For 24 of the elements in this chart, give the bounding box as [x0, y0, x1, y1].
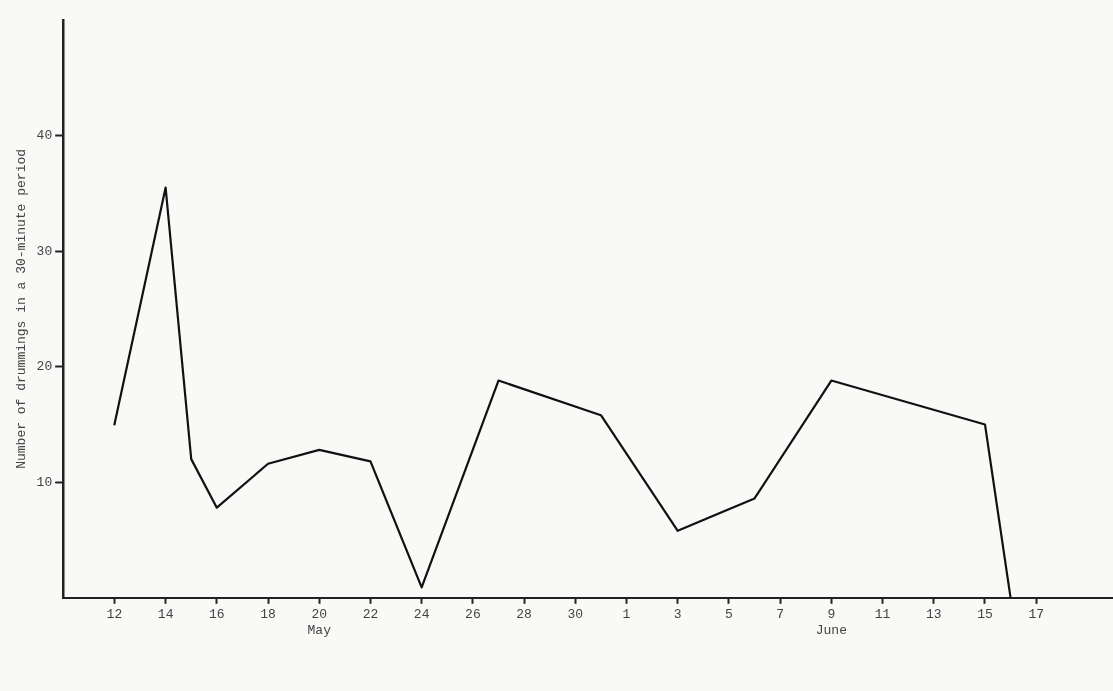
x-tick-label: 11	[874, 607, 891, 623]
x-tick-label: 7	[776, 607, 785, 623]
y-tick-label: 30	[36, 243, 53, 259]
x-tick-label: 24	[413, 607, 430, 623]
y-tick-label: 40	[36, 128, 53, 143]
x-tick-label: 17	[1028, 607, 1044, 623]
x-tick-label: 14	[157, 607, 174, 623]
x-tick-label: 22	[362, 607, 379, 623]
x-tick-label: 16	[209, 607, 225, 623]
x-tick-label: 9 June	[815, 607, 847, 638]
x-tick-label: 3	[673, 607, 682, 623]
x-tick-label: 18	[260, 607, 276, 623]
x-tick-label: 30	[567, 607, 584, 623]
x-tick-label: 28	[516, 607, 532, 623]
x-tick-label: 13	[925, 607, 942, 623]
x-tick-label: 20 May	[307, 607, 332, 638]
y-tick-label: 20	[36, 359, 53, 375]
x-tick-label: 26	[465, 607, 481, 623]
x-tick-label: 15	[977, 607, 993, 623]
y-tick-label: 10	[36, 474, 53, 490]
x-tick-label: 1	[622, 607, 631, 623]
x-tick-label: 5	[725, 607, 733, 623]
y-axis-title: Number of drummings in a 30-minute period	[14, 148, 30, 469]
x-tick-label: 12	[106, 607, 123, 623]
